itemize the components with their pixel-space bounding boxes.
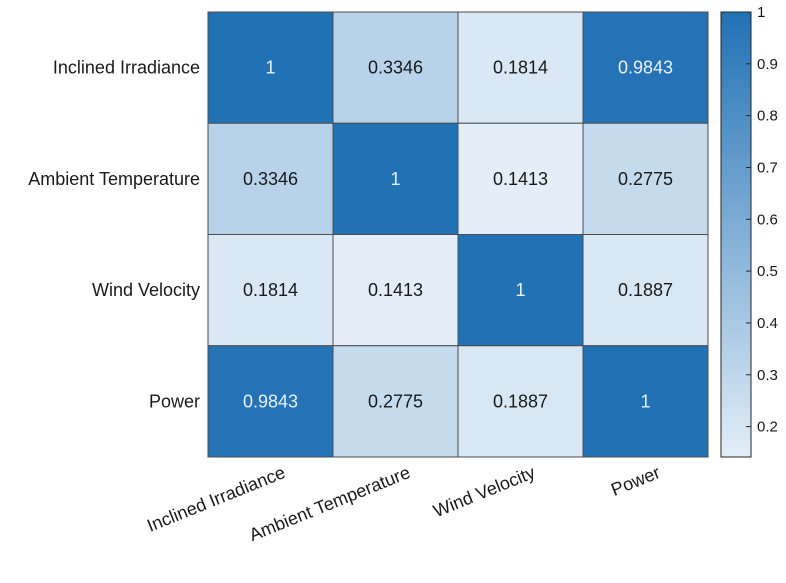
heatmap-cell [582,234,709,347]
colorbar-gradient [720,11,752,458]
y-axis-tick-labels: Inclined Irradiance Ambient Temperature Wi… [28,58,200,412]
cell-value-label: 0.9843 [618,58,673,78]
cell-value-label: 0.1413 [368,280,423,300]
cell-value-label: 0.2775 [368,391,423,411]
colorbar-tick-label: 0.3 [757,367,778,384]
colorbar-tick-label: 0.8 [757,108,778,125]
colorbar-tick-label: 0.9 [757,56,778,73]
colorbar-tick-label: 0.7 [757,159,778,176]
column-label: Wind Velocity [430,462,538,521]
cell-value-label: 0.1814 [493,58,548,78]
row-label: Inclined Irradiance [53,58,200,78]
heatmap-cell [332,11,459,124]
heatmap-cell [207,122,334,235]
colorbar-tick-label: 0.5 [757,263,778,280]
row-label: Power [149,391,200,411]
heatmap-cell [582,122,709,235]
cell-value-label: 0.1413 [493,169,548,189]
heatmap-cell [457,11,584,124]
cell-value-label: 0.1887 [493,391,548,411]
cell-value-label: 0.1814 [243,280,298,300]
column-label: Power [608,462,663,500]
cell-value-label: 0.9843 [243,391,298,411]
cell-value-label: 1 [390,169,400,189]
heatmap-cell [582,11,709,124]
heatmap-cell [582,345,709,458]
colorbar-tick-label: 0.6 [757,211,778,228]
colorbar-tick-label: 1 [757,4,765,21]
heatmap-cell [332,122,459,235]
cell-value-label: 1 [265,58,275,78]
heatmap-cell [332,345,459,458]
cell-value-label: 0.1887 [618,280,673,300]
heatmap-value-labels: 1 0.3346 0.1814 0.9843 0.3346 1 0.1413 0.2775 0.… [243,58,673,412]
heatmap-cells [207,11,709,458]
colorbar-tick-label: 0.4 [757,315,778,332]
colorbar: 0.2 0.3 0.4 0.5 0.6 0.7 0.8 0.9 1 [720,4,778,458]
heatmap-cell [457,345,584,458]
cell-value-label: 0.2775 [618,169,673,189]
colorbar-tick-label: 0.2 [757,419,778,436]
cell-value-label: 1 [515,280,525,300]
cell-value-label: 0.3346 [243,169,298,189]
row-label: Ambient Temperature [28,169,200,189]
cell-value-label: 1 [640,391,650,411]
heatmap-cell [207,11,334,124]
heatmap-cell [207,345,334,458]
heatmap-cell [332,234,459,347]
cell-value-label: 0.3346 [368,58,423,78]
row-label: Wind Velocity [92,280,200,300]
